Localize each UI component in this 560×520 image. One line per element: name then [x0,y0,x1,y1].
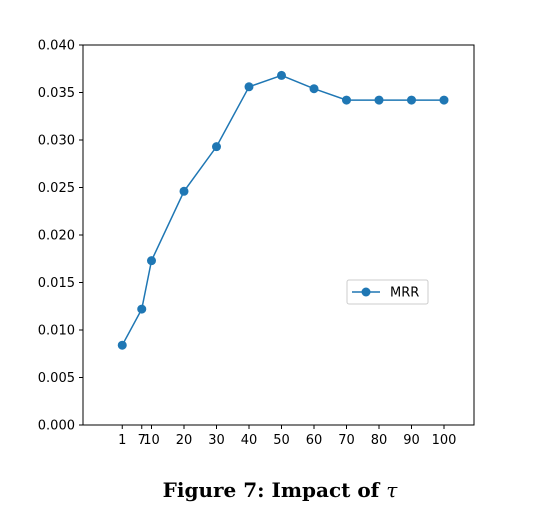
x-tick-label: 50 [273,433,290,448]
data-point [179,186,189,196]
x-tick-label: 1 [118,433,126,448]
data-point [137,304,147,314]
x-tick-label: 100 [432,433,457,448]
legend: MRR [346,279,429,305]
data-point [147,256,156,266]
line-chart: 0.000 0.005 0.010 0.015 0.020 0.025 0.030 0.035… [38,39,475,448]
x-tick-label: 20 [176,433,193,448]
y-tick-label: 0.000 [38,419,75,434]
x-tick-label: 30 [208,433,225,448]
legend-marker-mrr [361,287,371,297]
x-tick-label: 70 [338,433,355,448]
x-tick-label: 80 [371,433,388,448]
plot-frame [82,44,475,426]
y-axis: 0.000 0.005 0.010 0.015 0.020 0.025 0.030 0.035… [38,39,83,434]
legend-label-mrr: MRR [390,286,419,301]
data-point [309,84,319,94]
y-tick-label: 0.010 [38,324,75,339]
y-tick-label: 0.035 [38,86,75,101]
data-point [407,95,416,105]
y-tick-label: 0.025 [38,181,75,196]
y-tick-label: 0.005 [38,371,75,386]
caption-text: Figure 7: Impact of [162,478,387,502]
x-tick-label: 90 [403,433,420,448]
series-mrr [117,70,449,350]
y-tick-label: 0.040 [38,39,75,54]
x-tick-label: 60 [306,433,323,448]
y-tick-label: 0.030 [38,134,75,149]
figure-caption: Figure 7: Impact of τ [0,478,560,502]
series-line-mrr [121,74,444,346]
x-axis: 1 710 20 30 40 50 60 70 80 90 100 [118,425,456,448]
data-point [117,340,127,350]
data-point [342,95,351,105]
x-tick-label: 10 [143,433,160,448]
data-point [277,70,286,80]
y-tick-label: 0.020 [38,229,75,244]
data-point [212,142,221,152]
data-point [374,95,384,105]
data-point [439,95,449,105]
data-point [244,82,254,92]
y-tick-label: 0.015 [38,276,75,291]
x-tick-label: 7 [138,433,146,448]
caption-symbol: τ [386,478,398,502]
x-tick-label: 40 [241,433,258,448]
legend-box [346,279,429,305]
